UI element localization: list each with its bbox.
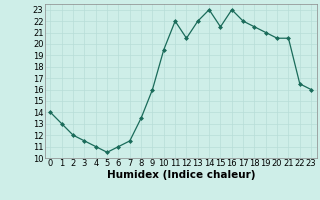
- X-axis label: Humidex (Indice chaleur): Humidex (Indice chaleur): [107, 170, 255, 180]
